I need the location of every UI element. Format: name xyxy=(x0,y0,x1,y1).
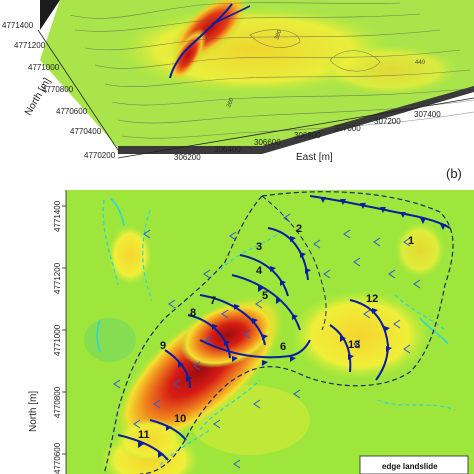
north-tick: 4770800 xyxy=(42,85,74,94)
panel-b xyxy=(66,190,474,474)
north-tick-b: 4771000 xyxy=(53,324,62,356)
east-tick: 306400 xyxy=(214,145,241,154)
north-tick: 4771200 xyxy=(14,41,46,50)
main-scarps xyxy=(117,195,451,461)
map-yellow-area xyxy=(395,222,445,278)
legend-box xyxy=(359,455,469,474)
map-yellow-area xyxy=(108,225,152,285)
terrain-hotspot xyxy=(169,28,207,82)
east-tick: 306600 xyxy=(254,138,281,147)
legend-label: edge landslide xyxy=(382,462,438,471)
contour-label: 440 xyxy=(415,60,426,66)
contour-label: 360 xyxy=(226,97,235,109)
feature-number: 9 xyxy=(160,340,166,352)
terrain-scarp xyxy=(211,5,251,25)
north-ticks-b xyxy=(62,205,66,455)
legend: edge landslide xyxy=(359,455,469,474)
terrain-side-front xyxy=(118,86,474,154)
feature-number: 10 xyxy=(174,413,186,425)
feature-number: 2 xyxy=(296,223,302,235)
north-tick: 4771400 xyxy=(2,21,34,30)
feature-number: 5 xyxy=(262,290,268,302)
feature-number: 3 xyxy=(256,241,262,253)
east-tick: 306800 xyxy=(294,131,321,140)
terrain-contours xyxy=(69,2,474,139)
feature-number: 11 xyxy=(138,429,150,441)
cyan-scarps xyxy=(96,197,449,353)
east-tick: 306200 xyxy=(174,153,201,162)
terrain-scarp xyxy=(169,3,233,79)
north-tick-b: 4770800 xyxy=(53,386,62,418)
displacement-chevrons xyxy=(113,213,421,469)
panel-b-label: (b) xyxy=(446,166,462,181)
feature-number: 12 xyxy=(366,293,378,305)
north-tick: 4770600 xyxy=(56,107,88,116)
north-tick: 4771000 xyxy=(28,63,60,72)
map-cyan-area xyxy=(84,318,136,362)
north-tick: 4770200 xyxy=(84,151,116,160)
map-yellow-area xyxy=(290,290,430,380)
feature-number: 8 xyxy=(190,307,196,319)
feature-number: 6 xyxy=(280,341,286,353)
landslide-edge xyxy=(103,191,454,474)
east-tick: 307400 xyxy=(414,110,441,119)
east-tick: 307200 xyxy=(374,117,401,126)
terrain-side-left xyxy=(40,0,60,30)
north-tick: 4770400 xyxy=(70,127,102,136)
contour-label: 380 xyxy=(274,29,283,41)
north-axis-label: North [m] xyxy=(23,76,53,117)
north-axis-line xyxy=(37,29,119,151)
feature-number: 1 xyxy=(408,235,414,247)
north-tick-b: 4771200 xyxy=(53,262,62,294)
east-axis-label: East [m] xyxy=(296,152,333,163)
north-tick-b: 4771400 xyxy=(53,200,62,232)
cyan-scarps xyxy=(102,199,456,466)
terrain-yellow-area xyxy=(320,45,460,95)
north-axis-label-b: North [m] xyxy=(28,391,39,432)
east-tick: 307000 xyxy=(334,124,361,133)
landslide-edge xyxy=(261,195,327,331)
feature-number: 13 xyxy=(348,339,360,351)
north-tick-b: 4770600 xyxy=(53,442,62,474)
feature-number: 4 xyxy=(256,265,263,277)
scarp-teeth xyxy=(138,197,446,458)
panel-a: 440 380 360 4771400 4771200 4771000 4770… xyxy=(2,0,474,163)
feature-number: 7 xyxy=(210,295,216,307)
east-axis-line xyxy=(117,97,474,159)
